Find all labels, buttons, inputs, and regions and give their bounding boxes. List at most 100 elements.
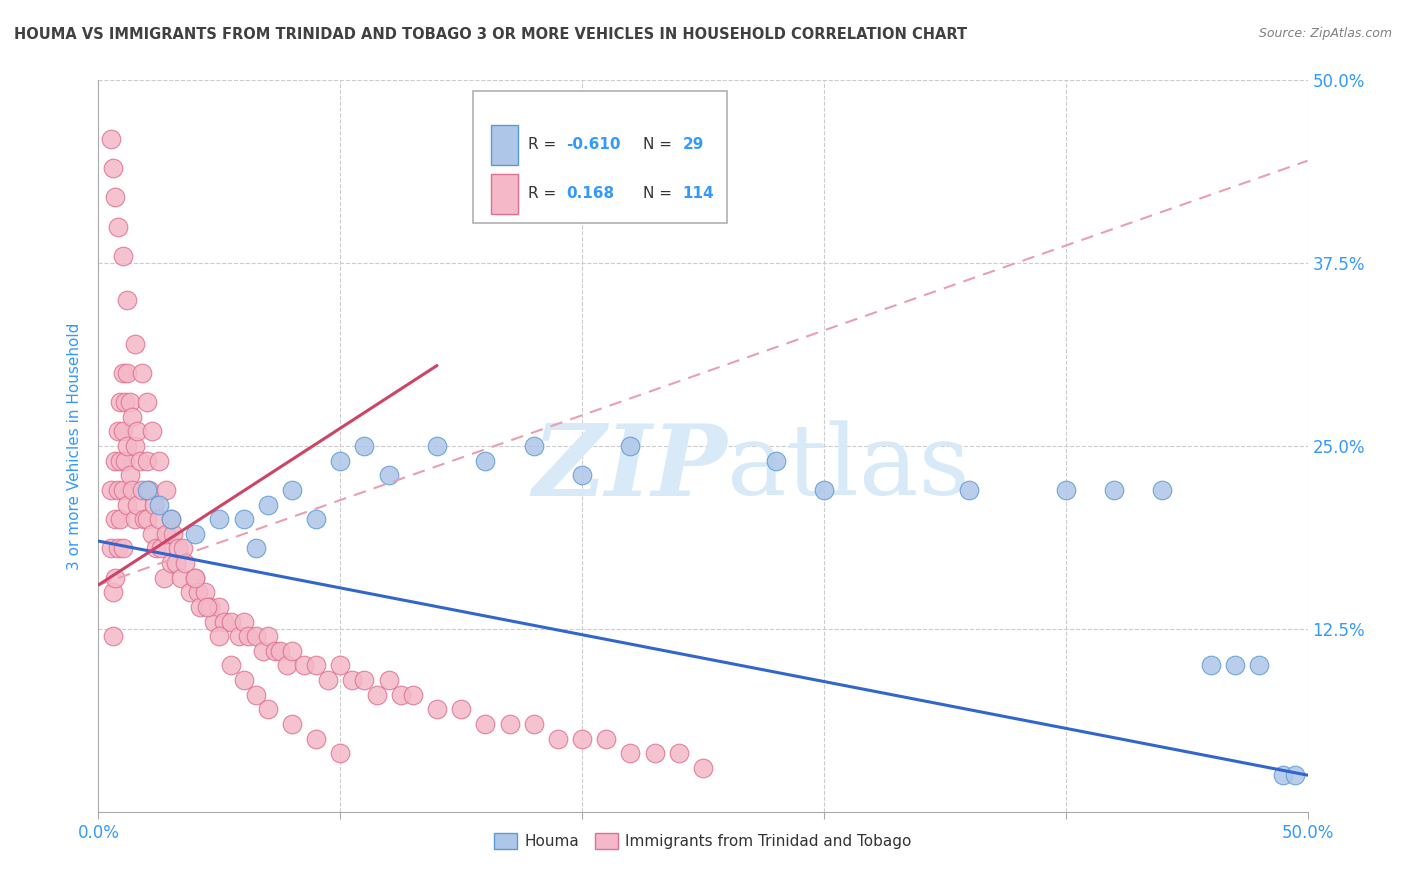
Point <box>316 673 339 687</box>
Point <box>184 571 207 585</box>
Text: atlas: atlas <box>727 420 970 516</box>
Point <box>276 658 298 673</box>
Point <box>571 468 593 483</box>
Point <box>162 526 184 541</box>
Point <box>377 468 399 483</box>
Point <box>619 439 641 453</box>
Point <box>765 453 787 467</box>
Point <box>108 395 131 409</box>
Point <box>101 161 124 175</box>
Point <box>1054 483 1077 497</box>
Point <box>172 541 194 556</box>
Point <box>1102 483 1125 497</box>
Point <box>148 512 170 526</box>
Point <box>195 599 218 614</box>
Point <box>145 541 167 556</box>
Point <box>366 688 388 702</box>
Point <box>269 644 291 658</box>
Point <box>1199 658 1222 673</box>
Y-axis label: 3 or more Vehicles in Household: 3 or more Vehicles in Household <box>67 322 83 570</box>
Point <box>107 425 129 439</box>
Point <box>100 541 122 556</box>
Point <box>204 615 226 629</box>
Point <box>208 512 231 526</box>
Point <box>305 731 328 746</box>
Point <box>1249 658 1271 673</box>
Point <box>104 190 127 204</box>
Point <box>342 673 364 687</box>
Point <box>281 644 304 658</box>
Point <box>152 571 174 585</box>
Point <box>619 746 641 760</box>
Point <box>134 512 156 526</box>
Text: Source: ZipAtlas.com: Source: ZipAtlas.com <box>1258 27 1392 40</box>
Point <box>1272 768 1295 782</box>
Point <box>232 615 254 629</box>
Text: N =: N = <box>643 186 676 202</box>
Point <box>813 483 835 497</box>
Point <box>245 541 267 556</box>
Point <box>141 526 163 541</box>
Point <box>155 483 177 497</box>
Point <box>571 731 593 746</box>
Text: HOUMA VS IMMIGRANTS FROM TRINIDAD AND TOBAGO 3 OR MORE VEHICLES IN HOUSEHOLD COR: HOUMA VS IMMIGRANTS FROM TRINIDAD AND TO… <box>14 27 967 42</box>
Point <box>305 658 328 673</box>
Point <box>498 717 520 731</box>
Point <box>111 425 134 439</box>
Point <box>232 673 254 687</box>
Point <box>957 483 980 497</box>
Text: 29: 29 <box>682 137 704 153</box>
Point <box>389 688 412 702</box>
Point <box>184 526 207 541</box>
Bar <box>492 174 517 214</box>
Text: 114: 114 <box>682 186 714 202</box>
Point <box>329 746 352 760</box>
Point <box>104 512 127 526</box>
Point <box>131 483 153 497</box>
Point <box>208 629 231 643</box>
Point <box>187 585 209 599</box>
Point <box>281 717 304 731</box>
Point <box>179 585 201 599</box>
Point <box>245 688 267 702</box>
Point <box>221 615 243 629</box>
Bar <box>492 125 517 165</box>
Point <box>100 132 122 146</box>
Point <box>117 498 139 512</box>
Point <box>474 453 496 467</box>
Point <box>160 556 183 570</box>
Point <box>111 366 134 380</box>
FancyBboxPatch shape <box>474 91 727 223</box>
Point <box>104 571 127 585</box>
Point <box>148 453 170 467</box>
Point <box>644 746 666 760</box>
Point <box>128 453 150 467</box>
Point <box>256 702 278 716</box>
Point <box>118 468 141 483</box>
Text: 0.168: 0.168 <box>567 186 614 202</box>
Point <box>101 585 124 599</box>
Point <box>523 717 546 731</box>
Point <box>426 439 449 453</box>
Text: R =: R = <box>527 186 561 202</box>
Point <box>668 746 690 760</box>
Point <box>256 629 278 643</box>
Point <box>124 439 146 453</box>
Point <box>174 556 197 570</box>
Point <box>127 425 149 439</box>
Point <box>474 717 496 731</box>
Point <box>108 453 131 467</box>
Point <box>150 541 173 556</box>
Point <box>595 731 617 746</box>
Point <box>232 512 254 526</box>
Point <box>117 293 139 307</box>
Point <box>450 702 472 716</box>
Point <box>264 644 287 658</box>
Point <box>353 439 375 453</box>
Point <box>107 541 129 556</box>
Point <box>160 512 183 526</box>
Point <box>135 512 157 526</box>
Text: -0.610: -0.610 <box>567 137 621 153</box>
Point <box>138 483 160 497</box>
Point <box>329 658 352 673</box>
